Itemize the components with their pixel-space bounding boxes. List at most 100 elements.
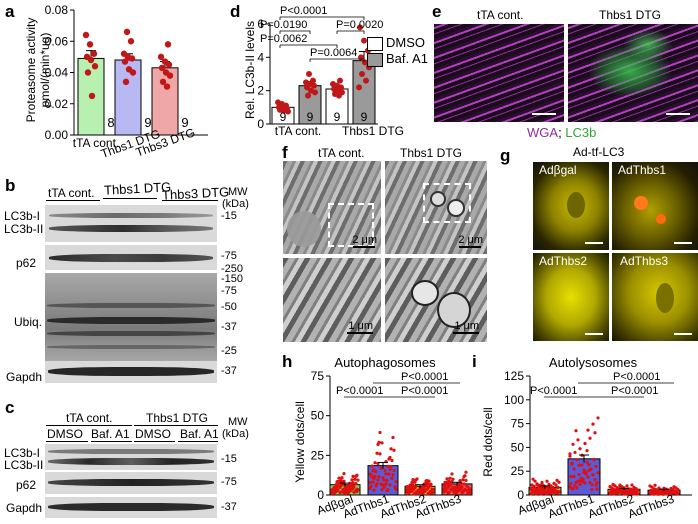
data-point: [409, 486, 413, 490]
chart-d-n: 9: [307, 110, 314, 124]
blot-b-row-label: Gapdh: [6, 370, 43, 384]
data-point: [410, 489, 414, 493]
data-point: [535, 490, 539, 494]
data-point: [531, 477, 535, 481]
data-point: [340, 476, 344, 480]
blot-b-row-label: Ubiq.: [14, 315, 43, 329]
data-point: [380, 483, 384, 487]
data-point: [593, 431, 597, 435]
data-point: [577, 472, 581, 477]
panel-label-d: d: [230, 2, 241, 21]
data-point: [631, 488, 635, 492]
data-point: [573, 484, 577, 488]
data-point: [577, 463, 581, 467]
y-tick-label: 25: [311, 448, 325, 462]
data-point: [312, 89, 318, 96]
data-point: [373, 461, 377, 465]
chart-i: Autolysosomes Red dots/cell 0 25 50 75 100 12…: [481, 355, 692, 521]
data-point: [588, 480, 592, 485]
blot-b-marker: -15: [221, 210, 237, 222]
blot-b-p62: [45, 245, 217, 270]
data-point: [634, 486, 638, 491]
data-point: [164, 41, 172, 48]
data-point: [584, 472, 588, 476]
fluo-g-adthbs3: AdThbs3: [612, 253, 698, 341]
data-point: [368, 480, 372, 485]
data-point: [648, 491, 652, 495]
data-point: [371, 480, 375, 484]
data-point: [556, 491, 560, 495]
blot-b-mw: MW: [228, 186, 248, 198]
em-f-ctrl-high: 1 μm: [283, 258, 381, 342]
fluo-g-label: AdThbs1: [618, 163, 667, 177]
fluo-e-legend-wga: WGA: [527, 125, 559, 140]
data-point: [671, 487, 675, 492]
data-point: [596, 471, 600, 475]
data-point: [447, 484, 451, 488]
data-point: [380, 488, 384, 492]
data-point: [618, 483, 622, 487]
data-point: [675, 489, 679, 494]
blot-c-treatment: DMSO: [47, 427, 83, 441]
data-point: [391, 473, 395, 477]
blot-c-marker: -15: [221, 453, 237, 465]
chart-a-n: 8: [107, 115, 114, 130]
data-point: [338, 479, 342, 484]
data-point: [546, 486, 550, 490]
data-point: [378, 452, 382, 456]
data-point: [376, 478, 380, 482]
data-point: [650, 485, 654, 489]
data-point: [369, 484, 373, 489]
data-point: [394, 487, 398, 491]
data-point: [443, 485, 447, 489]
data-point: [590, 487, 594, 492]
data-point: [84, 69, 92, 76]
data-point: [451, 477, 455, 481]
data-point: [383, 483, 387, 487]
data-point: [451, 487, 455, 491]
data-point: [534, 487, 538, 491]
data-point: [411, 483, 415, 487]
y-tick-label: 0.02: [45, 97, 69, 111]
blot-c-gapdh: [45, 497, 217, 518]
data-point: [391, 435, 395, 440]
data-point: [354, 474, 358, 478]
data-point: [464, 470, 468, 474]
blot-b-lc3: [45, 205, 217, 242]
data-point: [386, 488, 390, 492]
blot-c-treatment: DMSO: [135, 427, 171, 441]
legend-dmso-swatch: [367, 37, 383, 51]
data-point: [371, 469, 375, 473]
em-f-title: Thbs1 DTG: [400, 146, 463, 160]
data-point: [407, 491, 411, 495]
blot-c-marker: -75: [221, 476, 237, 488]
data-point: [86, 41, 94, 48]
data-point: [572, 474, 576, 479]
data-point: [347, 486, 351, 490]
blot-b-marker: -25: [221, 345, 237, 357]
blot-c-row-label: LC3b-II: [4, 458, 44, 472]
data-point: [549, 491, 553, 496]
fluo-g-adthbs1: AdThbs1: [612, 162, 698, 250]
data-point: [614, 488, 618, 492]
data-point: [386, 464, 390, 468]
data-point: [588, 436, 592, 440]
y-tick-label: 75: [311, 369, 325, 383]
data-point: [591, 422, 595, 426]
blot-c-row-label: p62: [16, 478, 37, 492]
data-point: [430, 487, 434, 491]
data-point: [414, 478, 418, 482]
data-point: [368, 472, 372, 476]
data-point: [572, 467, 576, 471]
data-point: [585, 449, 589, 453]
blot-c-group-2: Thbs1 DTG: [146, 411, 209, 425]
data-point: [350, 478, 354, 482]
data-point: [653, 483, 657, 487]
data-point: [387, 457, 391, 461]
blot-b-marker: -150: [221, 273, 244, 285]
data-point: [82, 31, 90, 39]
data-point: [421, 491, 425, 495]
data-point: [573, 450, 577, 455]
data-point: [540, 480, 544, 485]
blot-c-kda: (kDa): [222, 428, 249, 440]
